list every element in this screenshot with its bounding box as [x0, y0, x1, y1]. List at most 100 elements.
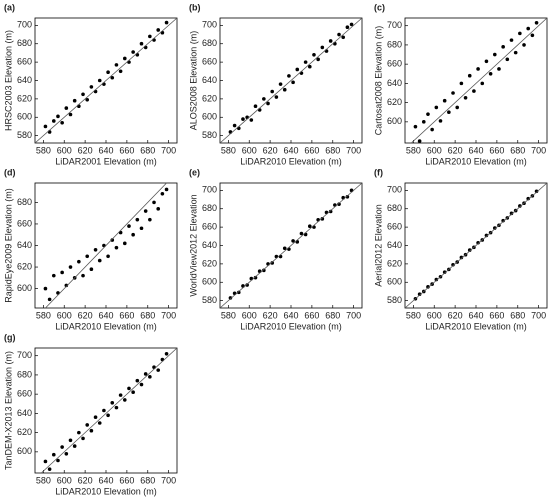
point	[241, 117, 245, 121]
x-tick-label: 700	[161, 310, 176, 320]
point	[341, 35, 346, 40]
y-tick-label: 660	[202, 56, 217, 66]
x-tick-label: 580	[406, 310, 421, 320]
point	[472, 89, 476, 93]
point	[64, 106, 69, 110]
point	[143, 372, 148, 376]
point	[236, 290, 241, 295]
point	[110, 238, 115, 242]
point	[307, 224, 312, 228]
point	[442, 270, 447, 274]
point	[421, 120, 426, 124]
point	[156, 368, 161, 372]
plot-frame	[404, 17, 548, 144]
point	[93, 415, 98, 420]
point	[131, 232, 135, 237]
point	[459, 255, 464, 260]
point	[72, 444, 77, 448]
x-tick-label: 580	[36, 310, 51, 320]
point	[451, 91, 455, 95]
point	[68, 265, 73, 269]
x-tick-label: 700	[161, 145, 176, 155]
point	[476, 67, 480, 71]
point	[501, 45, 505, 49]
y-tick-label: 680	[387, 203, 402, 213]
x-tick-label: 640	[283, 145, 298, 155]
point	[127, 224, 131, 228]
point	[97, 78, 102, 83]
point	[60, 270, 64, 275]
point	[77, 259, 81, 264]
point	[518, 31, 522, 36]
x-tick-label: 620	[78, 310, 93, 320]
x-tick-label: 600	[427, 145, 442, 155]
point	[118, 393, 123, 397]
x-tick-label: 600	[242, 310, 257, 320]
point	[114, 405, 119, 410]
y-tick-label: 600	[202, 277, 217, 287]
point	[122, 398, 127, 402]
point	[526, 26, 531, 31]
point	[438, 119, 443, 123]
x-tick-label: 700	[531, 310, 546, 320]
x-axis-label: LiDAR2010 Elevation (m)	[55, 321, 157, 331]
x-tick-label: 580	[221, 145, 236, 155]
point	[106, 254, 110, 259]
point	[426, 112, 430, 116]
x-tick-label: 640	[468, 145, 483, 155]
x-axis-label: LiDAR2010 Elevation (m)	[425, 156, 527, 166]
one-to-one-line	[404, 182, 548, 309]
y-tick-label: 700	[387, 20, 402, 30]
point	[299, 231, 304, 236]
y-axis-label: Cartosat2008 Elevation (m)	[373, 26, 383, 136]
point	[270, 89, 275, 94]
point	[262, 268, 266, 273]
point	[497, 67, 501, 71]
x-tick-label: 660	[304, 145, 319, 155]
point	[56, 458, 60, 463]
y-tick-label: 580	[202, 130, 217, 140]
y-tick-label: 580	[387, 295, 402, 305]
point	[85, 254, 90, 259]
point	[253, 275, 258, 280]
x-tick-label: 680	[140, 475, 155, 485]
point	[148, 375, 152, 379]
point	[131, 50, 135, 54]
y-tick-label: 600	[387, 277, 402, 287]
x-axis-label: LiDAR2010 Elevation (m)	[425, 321, 527, 331]
panel-label: (d)	[4, 167, 16, 177]
x-tick-label: 680	[325, 145, 340, 155]
point	[89, 428, 94, 433]
y-tick-label: 580	[202, 295, 217, 305]
point	[501, 218, 505, 223]
y-tick-label: 660	[387, 59, 402, 69]
y-tick-label: 600	[17, 446, 32, 456]
point	[139, 41, 144, 46]
y-tick-label: 640	[17, 408, 32, 418]
y-axis-label: ALOS2008 Elevation (m)	[188, 31, 198, 131]
point	[320, 217, 325, 221]
one-to-one-line	[219, 182, 363, 309]
point	[249, 118, 254, 122]
point	[509, 38, 514, 42]
point	[114, 63, 119, 67]
x-tick-label: 660	[489, 310, 504, 320]
point	[509, 211, 514, 216]
x-axis-label: LiDAR2010 Elevation (m)	[240, 321, 342, 331]
point	[522, 43, 526, 47]
point	[245, 283, 249, 287]
point	[459, 81, 464, 86]
one-to-one-line	[40, 347, 178, 474]
point	[492, 226, 497, 230]
point	[303, 60, 308, 64]
y-tick-label: 620	[387, 258, 402, 268]
y-tick-label: 660	[387, 221, 402, 231]
point	[316, 57, 320, 62]
point	[463, 96, 468, 100]
point	[291, 239, 295, 243]
y-tick-label: 640	[17, 75, 32, 85]
x-tick-label: 580	[406, 145, 421, 155]
y-tick-label: 700	[17, 20, 32, 30]
x-tick-label: 600	[242, 145, 257, 155]
point	[262, 97, 266, 101]
